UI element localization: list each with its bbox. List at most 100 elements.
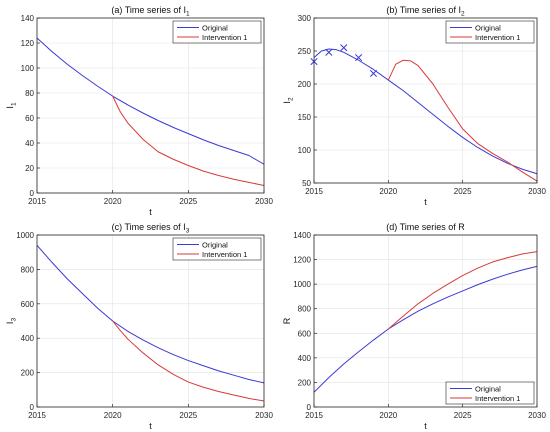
y-tick-label: 1400 xyxy=(293,231,311,240)
series-line-intervention-1 xyxy=(112,95,265,186)
y-tick-label: 1000 xyxy=(293,280,311,289)
y-axis-label-subscript: 3 xyxy=(11,318,18,322)
x-tick-label: 2020 xyxy=(379,411,397,420)
y-tick-label: 200 xyxy=(21,369,35,378)
y-axis-label-main: R xyxy=(282,317,292,324)
legend-label-intervention-1: Intervention 1 xyxy=(202,33,247,42)
plot-area xyxy=(314,235,537,407)
y-tick-label: 800 xyxy=(21,265,35,274)
chart-title: (b) Time series of I2 xyxy=(386,5,465,18)
y-tick-label: 600 xyxy=(298,329,312,338)
y-tick-label: 200 xyxy=(298,378,312,387)
data-point-marker xyxy=(369,69,378,77)
chart-title-subscript: 1 xyxy=(186,11,190,18)
series-line-intervention-1 xyxy=(388,251,538,330)
panel-4: 2015 2020 2025 2030 0 200 400 600 800 1000 1200 140… xyxy=(282,222,546,431)
series-line-original xyxy=(36,37,265,165)
x-tick-label: 2015 xyxy=(28,411,46,420)
y-tick-label: 600 xyxy=(21,300,35,309)
y-tick-label: 120 xyxy=(21,39,35,48)
legend-label-original: Original xyxy=(202,240,228,249)
x-tick-label: 2025 xyxy=(179,197,197,206)
chart-title-main: (c) Time series of I xyxy=(112,222,186,232)
y-tick-label: 140 xyxy=(21,14,35,23)
series-line-intervention-1 xyxy=(387,59,538,182)
x-tick-label: 2025 xyxy=(454,411,472,420)
y-axis-label-main: I xyxy=(282,101,292,104)
y-tick-label: 0 xyxy=(30,403,35,412)
panel-3: 2015 2020 2025 2030 0 200 400 600 800 1000 (c) Tim… xyxy=(5,222,273,431)
axes-box xyxy=(313,234,538,408)
y-tick-label: 800 xyxy=(298,305,312,314)
y-tick-label: 100 xyxy=(21,64,35,73)
x-tick-label: 2020 xyxy=(379,187,397,196)
y-tick-label: 250 xyxy=(298,47,312,56)
panel-1: 2015 2020 2025 2030 0 20 40 60 80 100 120 140 (a) Ti… xyxy=(5,5,273,217)
y-tick-label: 1200 xyxy=(293,256,311,265)
y-tick-label: 1000 xyxy=(16,231,34,240)
y-tick-label: 150 xyxy=(298,113,312,122)
y-tick-label: 0 xyxy=(30,189,35,198)
legend-label-original: Original xyxy=(202,23,228,32)
y-axis-label: I2 xyxy=(282,97,295,104)
series-line-original xyxy=(313,48,538,175)
chart-title: (c) Time series of I3 xyxy=(112,222,190,235)
data-point-marker xyxy=(355,54,363,62)
x-tick-label: 2030 xyxy=(528,411,546,420)
chart-title: (a) Time series of I1 xyxy=(111,5,190,18)
y-tick-label: 80 xyxy=(25,89,34,98)
y-axis-label-main: I xyxy=(5,106,15,109)
axes-box xyxy=(36,17,265,194)
y-tick-label: 100 xyxy=(298,146,312,155)
chart-title-subscript: 3 xyxy=(186,228,190,235)
x-axis-label: t xyxy=(424,421,427,431)
y-tick-label: 50 xyxy=(302,179,311,188)
y-axis-label: I1 xyxy=(5,102,18,109)
y-tick-label: 400 xyxy=(21,334,35,343)
x-tick-label: 2030 xyxy=(255,411,273,420)
plot-area xyxy=(314,18,537,183)
x-tick-label: 2015 xyxy=(305,411,323,420)
series-line-original xyxy=(36,244,265,384)
plot-area xyxy=(37,18,264,193)
legend-label-intervention-1: Intervention 1 xyxy=(475,394,520,403)
chart-title-main: (b) Time series of I xyxy=(386,5,461,15)
y-tick-label: 0 xyxy=(307,403,312,412)
y-axis-label-subscript: 2 xyxy=(288,97,295,101)
y-tick-label: 400 xyxy=(298,354,312,363)
plot-area xyxy=(37,235,264,407)
legend-label-intervention-1: Intervention 1 xyxy=(202,250,247,259)
legend-label-intervention-1: Intervention 1 xyxy=(475,33,520,42)
x-axis-label: t xyxy=(424,197,427,207)
series-line-original xyxy=(313,265,538,393)
y-tick-label: 200 xyxy=(298,80,312,89)
chart-title: (d) Time series of R xyxy=(386,222,465,232)
series-line-intervention-1 xyxy=(112,320,265,402)
x-axis-label: t xyxy=(149,421,152,431)
x-tick-label: 2020 xyxy=(104,411,122,420)
chart-title-main: (a) Time series of I xyxy=(111,5,186,15)
legend-label-original: Original xyxy=(475,23,501,32)
x-tick-label: 2030 xyxy=(528,187,546,196)
x-tick-label: 2020 xyxy=(104,197,122,206)
y-tick-label: 60 xyxy=(25,114,34,123)
y-tick-label: 20 xyxy=(25,164,34,173)
panel-2: 2015 2020 2025 2030 50 100 150 200 250 300 (b) Tim… xyxy=(282,5,546,207)
data-point-marker xyxy=(325,48,333,56)
x-tick-label: 2015 xyxy=(28,197,46,206)
legend-label-original: Original xyxy=(475,384,501,393)
y-axis-label-subscript: 1 xyxy=(11,102,18,106)
axes-box xyxy=(313,17,538,184)
x-tick-label: 2025 xyxy=(179,411,197,420)
data-point-marker xyxy=(340,44,348,52)
x-tick-label: 2030 xyxy=(255,197,273,206)
y-axis-label: R xyxy=(282,317,292,324)
y-axis-label-main: I xyxy=(5,322,15,325)
y-tick-label: 40 xyxy=(25,139,34,148)
chart-title-subscript: 2 xyxy=(461,11,465,18)
